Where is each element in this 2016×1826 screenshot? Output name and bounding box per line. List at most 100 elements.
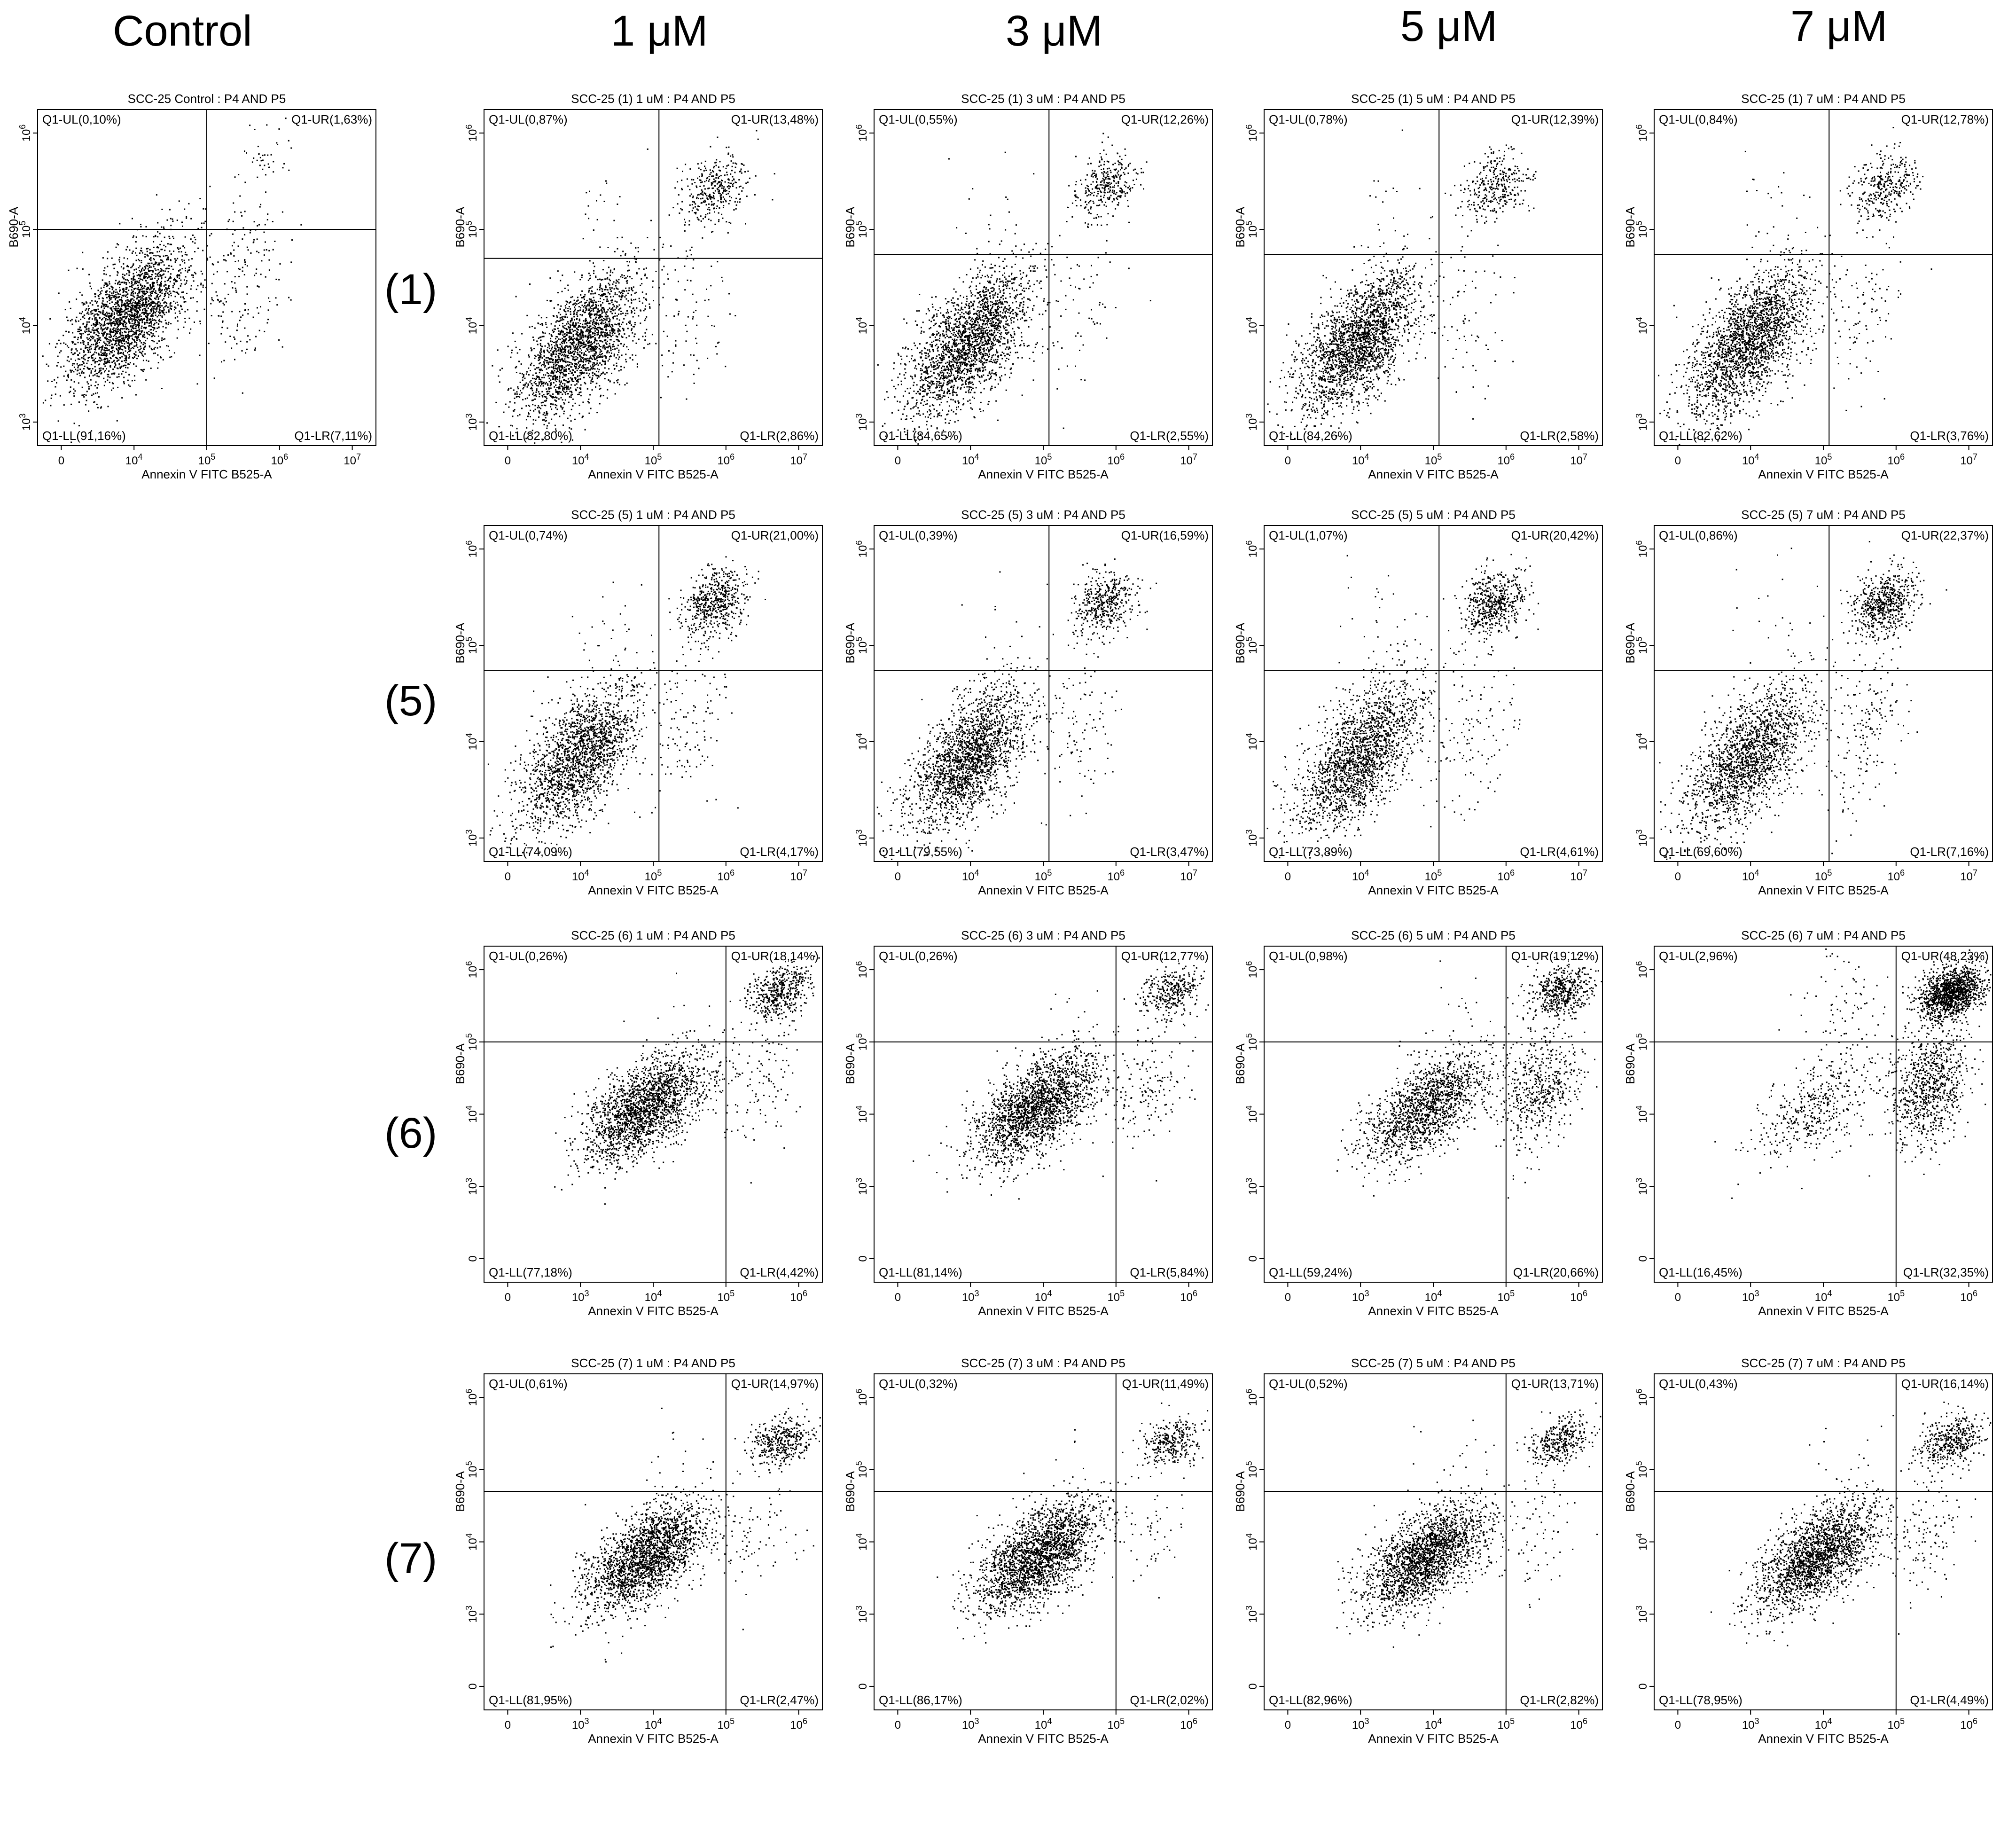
event-dot xyxy=(135,248,137,249)
event-dot xyxy=(711,325,712,326)
event-dot xyxy=(81,329,82,331)
event-dot xyxy=(127,270,129,271)
event-dot xyxy=(609,319,611,320)
event-dot xyxy=(278,279,280,281)
event-dot xyxy=(619,305,620,306)
event-dot xyxy=(86,313,88,314)
quadrant-label-lr: Q1-LR(7,11%) xyxy=(294,429,372,443)
event-dot xyxy=(103,311,104,313)
event-dot xyxy=(596,358,598,359)
event-dot xyxy=(605,362,606,364)
event-dot xyxy=(554,386,555,388)
event-dot xyxy=(158,279,159,280)
event-dot xyxy=(112,311,113,312)
event-dot xyxy=(552,378,554,380)
event-dot xyxy=(579,320,580,321)
event-dot xyxy=(143,277,144,279)
event-dot xyxy=(121,356,123,357)
event-dot xyxy=(143,269,145,271)
event-dot xyxy=(58,340,60,341)
event-dot xyxy=(106,304,107,306)
event-dot xyxy=(126,322,127,324)
event-dot xyxy=(533,395,535,396)
event-dot xyxy=(234,282,235,284)
event-dot xyxy=(574,300,575,301)
event-dot xyxy=(582,324,583,325)
event-dot xyxy=(148,287,149,288)
event-dot xyxy=(48,365,49,367)
event-dot xyxy=(223,303,224,304)
event-dot xyxy=(703,185,705,187)
event-dot xyxy=(282,212,283,213)
event-dot xyxy=(559,380,560,381)
event-dot xyxy=(604,334,606,335)
event-dot xyxy=(132,380,133,381)
event-dot xyxy=(96,373,97,374)
event-dot xyxy=(136,333,137,335)
event-dot xyxy=(149,249,151,251)
event-dot xyxy=(162,261,164,263)
event-dot xyxy=(117,352,119,353)
event-dot xyxy=(202,273,203,274)
event-dot xyxy=(628,287,630,289)
event-dot xyxy=(128,354,130,355)
event-dot xyxy=(273,161,274,162)
event-dot xyxy=(239,311,240,312)
event-dot xyxy=(143,349,145,350)
event-dot xyxy=(571,366,572,368)
event-dot xyxy=(131,282,133,283)
event-dot xyxy=(596,348,597,350)
event-dot xyxy=(244,303,246,305)
event-dot xyxy=(550,301,551,302)
event-dot xyxy=(152,327,153,328)
event-dot xyxy=(115,299,116,300)
event-dot xyxy=(55,346,56,348)
event-dot xyxy=(110,308,112,309)
event-dot xyxy=(125,292,127,293)
event-dot xyxy=(605,356,607,358)
event-dot xyxy=(723,207,724,208)
event-dot xyxy=(547,350,548,351)
event-dot xyxy=(149,325,150,326)
event-dot xyxy=(546,327,547,328)
event-dot xyxy=(569,327,570,328)
event-dot xyxy=(533,410,534,412)
event-dot xyxy=(603,260,604,261)
event-dot xyxy=(86,302,87,304)
event-dot xyxy=(570,394,572,396)
event-dot xyxy=(98,309,99,310)
event-dot xyxy=(244,310,246,311)
event-dot xyxy=(142,300,143,301)
event-dot xyxy=(128,374,130,376)
event-dot xyxy=(115,333,117,334)
event-dot xyxy=(616,339,617,340)
event-dot xyxy=(556,342,557,343)
event-dot xyxy=(56,343,58,345)
event-dot xyxy=(555,351,557,353)
event-dot xyxy=(604,326,606,327)
event-dot xyxy=(519,414,521,415)
event-dot xyxy=(235,290,237,291)
event-dot xyxy=(105,304,106,305)
event-dot xyxy=(134,321,136,323)
event-dot xyxy=(84,376,86,378)
event-dot xyxy=(149,289,150,290)
event-dot xyxy=(131,289,133,290)
event-dot xyxy=(119,290,121,291)
event-dot xyxy=(594,335,595,336)
event-dot xyxy=(153,241,154,243)
event-dot xyxy=(282,167,284,168)
event-dot xyxy=(590,336,591,337)
event-dot xyxy=(159,287,160,289)
event-dot xyxy=(107,306,109,308)
event-dot xyxy=(571,379,572,381)
event-dot xyxy=(578,310,579,312)
event-dot xyxy=(618,323,620,324)
event-dot xyxy=(157,269,159,270)
event-dot xyxy=(91,313,92,315)
event-dot xyxy=(670,245,672,247)
event-dot xyxy=(88,306,89,307)
event-dot xyxy=(117,274,118,276)
event-dot xyxy=(70,320,71,321)
event-dot xyxy=(558,393,560,395)
